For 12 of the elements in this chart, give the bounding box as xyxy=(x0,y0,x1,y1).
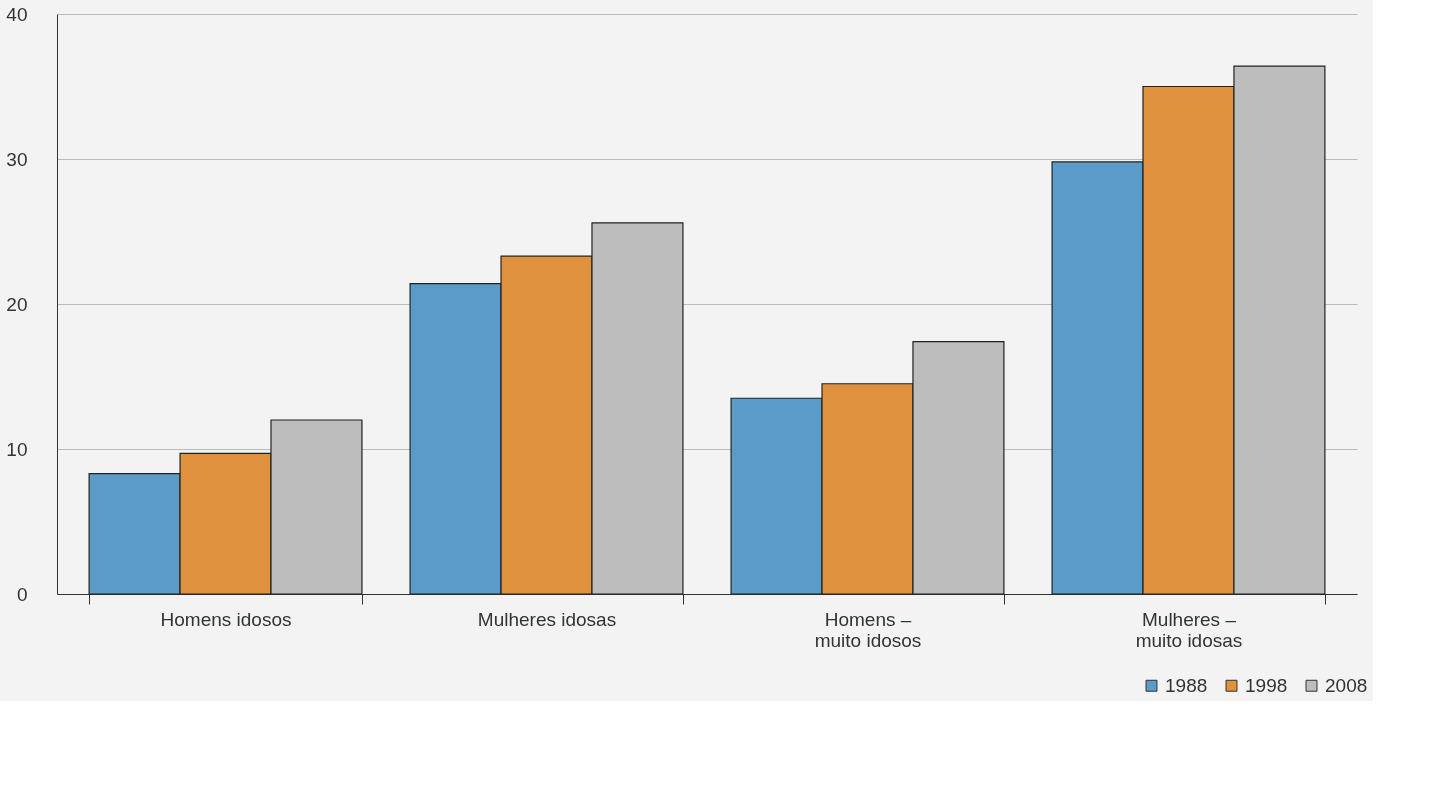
x-tick-label: Homens idosos xyxy=(160,608,292,630)
legend-label: 1998 xyxy=(1245,674,1288,696)
y-tick-label: 10 xyxy=(6,438,28,460)
y-tick-label: 40 xyxy=(6,3,28,25)
y-tick-label: 30 xyxy=(6,148,28,170)
x-tick-label: Homens – muito idosos xyxy=(814,608,922,651)
y-tick-label: 0 xyxy=(16,583,28,605)
x-tick-label: Mulheres – muito idosas xyxy=(1135,608,1243,651)
legend-label: 1988 xyxy=(1165,674,1208,696)
legend-label: 2008 xyxy=(1325,674,1368,696)
y-tick-label: 20 xyxy=(6,293,28,315)
x-tick-label: Mulheres idosas xyxy=(477,608,617,630)
